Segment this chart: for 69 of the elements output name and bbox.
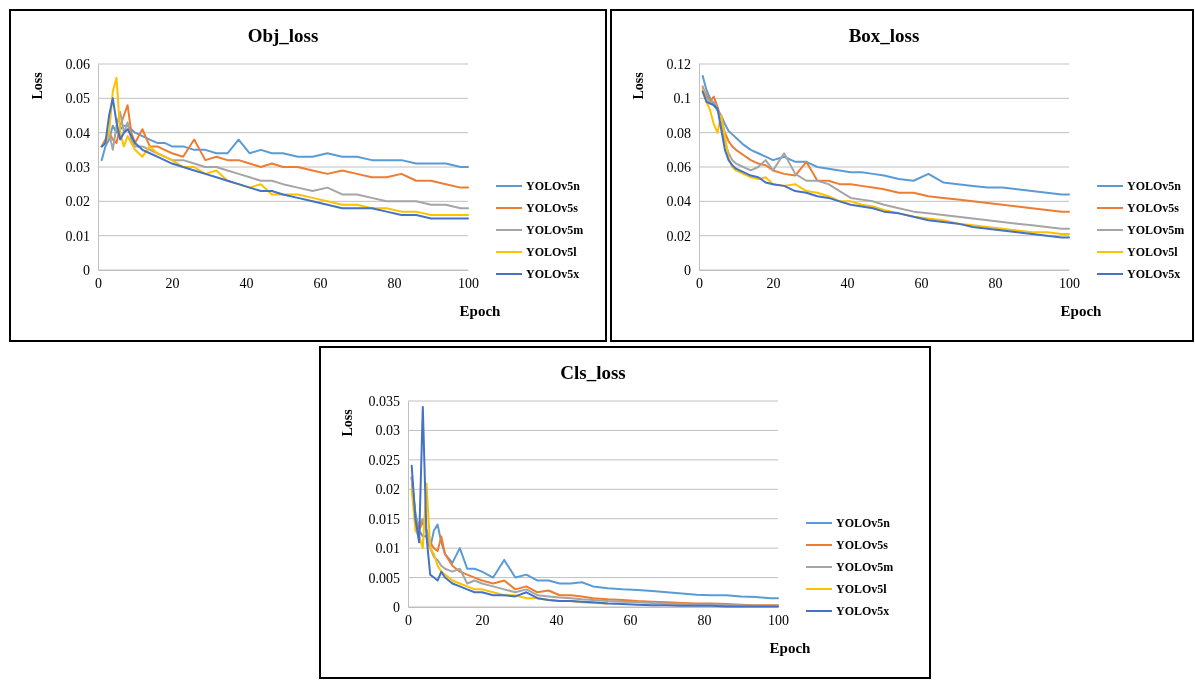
y-tick-label: 0.05 bbox=[65, 91, 90, 107]
legend-label: YOLOv5l bbox=[526, 245, 578, 259]
x-tick-label: 80 bbox=[988, 275, 1003, 291]
y-tick-label: 0.035 bbox=[368, 393, 400, 409]
y-tick-label: 0.12 bbox=[666, 56, 691, 72]
chart-title: Box_loss bbox=[848, 25, 920, 46]
x-axis-title: Epoch bbox=[1060, 303, 1103, 319]
x-tick-label: 60 bbox=[914, 275, 929, 291]
y-axis-title: Loss bbox=[340, 408, 355, 437]
x-axis-title: Epoch bbox=[769, 640, 812, 656]
x-tick-label: 0 bbox=[405, 612, 412, 628]
legend-label: YOLOv5l bbox=[1127, 245, 1179, 259]
y-tick-label: 0.02 bbox=[65, 194, 90, 210]
legend-label: YOLOv5x bbox=[836, 604, 890, 618]
x-tick-label: 80 bbox=[697, 612, 712, 628]
x-tick-label: 20 bbox=[165, 275, 180, 291]
legend-label: YOLOv5x bbox=[1127, 267, 1181, 281]
legend-label: YOLOv5s bbox=[1127, 201, 1180, 215]
x-tick-label: 60 bbox=[623, 612, 638, 628]
legend-label: YOLOv5m bbox=[526, 223, 584, 237]
x-tick-label: 0 bbox=[696, 275, 703, 291]
line-series bbox=[100, 124, 469, 168]
y-tick-label: 0.015 bbox=[368, 511, 400, 527]
y-tick-label: 0.08 bbox=[666, 125, 691, 141]
x-tick-label: 40 bbox=[239, 275, 254, 291]
x-tick-label: 100 bbox=[768, 612, 789, 628]
legend-label: YOLOv5n bbox=[526, 179, 581, 193]
y-tick-label: 0.01 bbox=[375, 541, 400, 557]
x-tick-label: 80 bbox=[387, 275, 402, 291]
y-tick-label: 0.02 bbox=[666, 228, 691, 244]
x-tick-label: 0 bbox=[95, 275, 102, 291]
x-tick-label: 20 bbox=[475, 612, 490, 628]
y-axis-title: Loss bbox=[631, 71, 646, 100]
legend-label: YOLOv5m bbox=[1127, 223, 1185, 237]
y-tick-label: 0.005 bbox=[368, 570, 400, 586]
y-tick-label: 0.04 bbox=[666, 194, 691, 210]
y-tick-label: 0.01 bbox=[65, 228, 90, 244]
y-axis-title: Loss bbox=[30, 71, 45, 100]
line-series bbox=[410, 405, 779, 608]
legend-label: YOLOv5s bbox=[526, 201, 579, 215]
y-tick-label: 0 bbox=[393, 599, 400, 615]
line-series bbox=[701, 75, 1070, 196]
legend-label: YOLOv5x bbox=[526, 267, 580, 281]
y-tick-label: 0.06 bbox=[666, 159, 691, 175]
x-tick-label: 40 bbox=[840, 275, 855, 291]
x-tick-label: 100 bbox=[1059, 275, 1080, 291]
chart-title: Cls_loss bbox=[560, 362, 626, 383]
y-tick-label: 0 bbox=[83, 262, 90, 278]
line-series bbox=[100, 97, 469, 220]
y-tick-label: 0.04 bbox=[65, 125, 90, 141]
y-tick-label: 0.02 bbox=[375, 482, 400, 498]
y-tick-label: 0.03 bbox=[375, 423, 400, 439]
legend-label: YOLOv5n bbox=[836, 516, 891, 530]
x-tick-label: 60 bbox=[313, 275, 328, 291]
y-tick-label: 0.03 bbox=[65, 159, 90, 175]
y-tick-label: 0.06 bbox=[65, 56, 90, 72]
y-tick-label: 0.025 bbox=[368, 452, 400, 468]
legend-label: YOLOv5m bbox=[836, 560, 894, 574]
x-tick-label: 40 bbox=[549, 612, 564, 628]
y-tick-label: 0 bbox=[684, 262, 691, 278]
line-series bbox=[100, 104, 469, 189]
legend-label: YOLOv5n bbox=[1127, 179, 1182, 193]
x-tick-label: 20 bbox=[766, 275, 781, 291]
legend-label: YOLOv5l bbox=[836, 582, 888, 596]
chart-title: Obj_loss bbox=[247, 25, 319, 46]
y-tick-label: 0.1 bbox=[673, 91, 691, 107]
x-axis-title: Epoch bbox=[459, 303, 502, 319]
x-tick-label: 100 bbox=[458, 275, 479, 291]
legend-label: YOLOv5s bbox=[836, 538, 889, 552]
